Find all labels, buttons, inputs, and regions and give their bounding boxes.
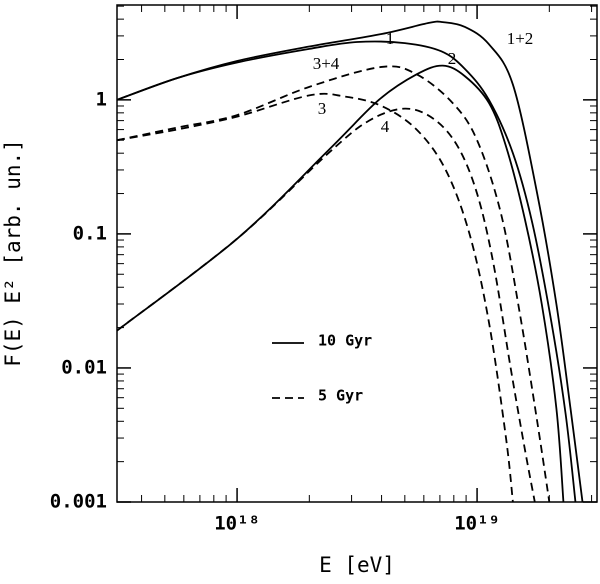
y-tick-label: 0.001 (50, 491, 107, 513)
legend-label: 5 Gyr (318, 387, 363, 405)
legend-label: 10 Gyr (318, 332, 372, 350)
line-series (117, 92, 514, 502)
x-axis-label: E [eV] (319, 553, 395, 577)
line-series (117, 64, 565, 502)
curve-label: 2 (448, 49, 457, 68)
curve-label: 1+2 (507, 29, 534, 48)
y-tick-label: 0.01 (61, 356, 107, 378)
line-series (117, 20, 584, 502)
x-tick-label: 10¹⁸ (214, 513, 260, 535)
y-axis-label: F(E) E² [arb. un.] (1, 139, 25, 367)
curve-label: 1 (386, 29, 395, 48)
curve-label: 3+4 (313, 54, 340, 73)
curve-label: 4 (381, 117, 390, 136)
line-series (117, 65, 551, 502)
plot-area (117, 20, 584, 502)
curve-label: 3 (318, 99, 327, 118)
line-series (117, 107, 536, 502)
plot-frame (116, 4, 598, 503)
line-series (117, 40, 577, 502)
y-tick-label: 1 (96, 88, 107, 110)
x-tick-label: 10¹⁹ (454, 513, 500, 535)
y-tick-label: 0.1 (73, 222, 107, 244)
